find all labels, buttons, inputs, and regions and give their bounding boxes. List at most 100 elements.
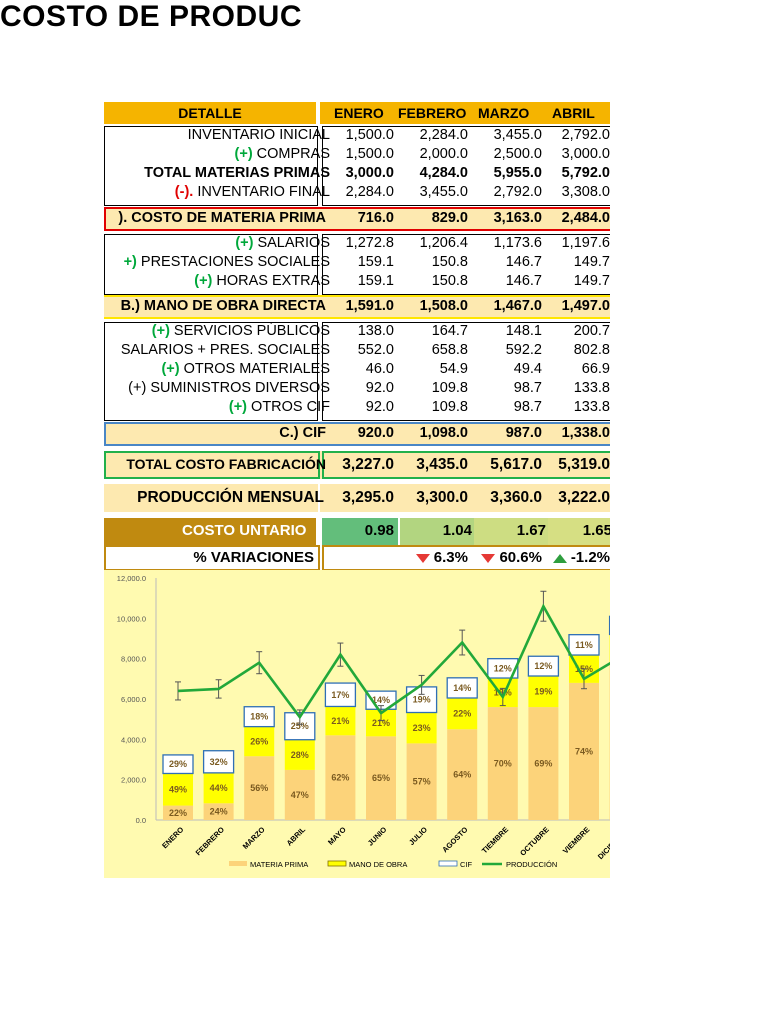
bar-cif: [324, 682, 357, 708]
production-line: [177, 603, 610, 720]
x-tick-label: ENERO: [160, 825, 185, 850]
x-tick-label: JULIO: [407, 825, 429, 847]
label-materia-prima: 64%: [453, 770, 471, 780]
bar-cif: [527, 655, 560, 677]
row-label: (+) SUMINISTROS DIVERSOS: [128, 380, 330, 396]
variaciones-label-cell: % VARIACIONES: [104, 545, 320, 571]
header-month-2: FEBRERO: [398, 105, 467, 121]
row-label: (+) OTROS MATERIALES: [161, 361, 330, 377]
label-cif: 18%: [250, 712, 268, 722]
total-value: 5,319.0: [558, 456, 610, 473]
label-cif: 17%: [331, 690, 349, 700]
label-mano-obra: 49%: [169, 785, 187, 795]
total-value: 716.0: [357, 210, 394, 226]
bar-cif: [446, 677, 478, 699]
row-value: 1,197.6: [561, 235, 610, 251]
bar-cif: [568, 634, 600, 656]
total-value: 2,484.0: [561, 210, 610, 226]
label-materia-prima: 65%: [372, 773, 390, 783]
label-materia-prima: 69%: [534, 759, 552, 769]
total-value: 1,098.0: [419, 425, 468, 441]
bar-cif: [162, 754, 194, 775]
row-value: 138.0: [357, 323, 394, 339]
mano-total-label: B.) MANO DE OBRA DIRECTA: [120, 298, 326, 314]
total-value: 3,295.0: [342, 489, 394, 506]
materia-total-label: ). COSTO DE MATERIA PRIMA: [118, 210, 326, 226]
row-label-text: (+) SUMINISTROS DIVERSOS: [128, 380, 330, 396]
cif-total-border: [104, 422, 610, 446]
row-prefix: (+): [228, 399, 248, 415]
label-mano-obra: 22%: [453, 709, 471, 719]
x-tick-label: VIEMBRE: [561, 825, 592, 856]
row-value: 658.8: [431, 342, 468, 358]
row-value: 3,455.0: [493, 127, 542, 143]
label-materia-prima: 57%: [413, 777, 431, 787]
total-value: 987.0: [505, 425, 542, 441]
row-value: 200.7: [573, 323, 610, 339]
costo-unitario-value: 1.04: [442, 522, 472, 539]
table-row: INVENTARIO INICIAL 1,500.0 2,284.0 3,455.0 2…: [104, 127, 610, 146]
row-label-text: SERVICIOS PÚBLICOS: [169, 323, 330, 339]
variacion-cell: 6.3%: [398, 549, 468, 566]
row-value: 1,206.4: [419, 235, 468, 251]
total-value: 1,591.0: [345, 298, 394, 314]
label-cif: 12%: [494, 663, 512, 673]
table-row: (+) SERVICIOS PÚBLICOS 138.0 164.7 148.1 200…: [104, 323, 610, 342]
label-mano-obra: 44%: [210, 783, 228, 793]
total-fab-label-border: [104, 451, 320, 479]
label-materia-prima: 74%: [575, 746, 593, 756]
row-value: 150.8: [431, 254, 468, 270]
row-value: 109.8: [431, 399, 468, 415]
label-materia-prima: 70%: [494, 759, 512, 769]
label-mano-obra: 23%: [413, 723, 431, 733]
bar-cif: [202, 750, 235, 774]
row-label: (+) OTROS CIF: [229, 399, 330, 415]
bar-materia-prima: [366, 736, 396, 820]
row-label-text: PRESTACIONES SOCIALES: [136, 254, 330, 270]
total-value: 3,163.0: [493, 210, 542, 226]
bar-mano-obra: [203, 772, 234, 804]
variaciones-label: % VARIACIONES: [193, 549, 314, 566]
total-value: 5,617.0: [490, 456, 542, 473]
row-value: 164.7: [431, 323, 468, 339]
y-tick-label: 10,000.0: [117, 614, 146, 623]
produccion-divider: [318, 484, 320, 512]
x-tick-label: JUNIO: [366, 825, 389, 848]
row-label-text: SALARIOS + PRES. SOCIALES: [120, 342, 330, 358]
table-row: (+) SUMINISTROS DIVERSOS 92.0 109.8 98.7 133…: [104, 380, 610, 399]
table-row: +) PRESTACIONES SOCIALES 159.1 150.8 146.7 1…: [104, 254, 610, 273]
bar-mano-obra: [325, 706, 356, 736]
label-mano-obra: 21%: [372, 718, 390, 728]
row-label: (+) SALARIOS: [235, 235, 330, 251]
bar-mano-obra: [528, 676, 559, 708]
y-tick-label: 4,000.0: [121, 735, 146, 744]
total-value: 1,338.0: [561, 425, 610, 441]
table-row: (+) HORAS EXTRAS 159.1 150.8 146.7 149.7: [104, 273, 610, 292]
total-fab-values-border: [322, 451, 610, 479]
y-tick-label: 6,000.0: [121, 695, 146, 704]
label-mano-obra: 28%: [291, 750, 309, 760]
row-label: TOTAL MATERIAS PRIMAS: [144, 165, 330, 181]
label-cif: 32%: [210, 757, 228, 767]
row-label-text: HORAS EXTRAS: [212, 273, 330, 289]
row-value: 133.8: [573, 399, 610, 415]
x-tick-label: DICIEMBRE: [596, 825, 610, 861]
costo-unitario-value: 0.98: [364, 522, 394, 539]
label-cif: 12%: [534, 661, 552, 671]
bar-mano-obra: [284, 739, 315, 770]
total-value: 1,467.0: [493, 298, 542, 314]
row-prefix: (+): [235, 235, 254, 251]
mano-total-band: B.) MANO DE OBRA DIRECTA 1,591.0 1,508.0 1…: [104, 295, 610, 319]
total-value: 3,360.0: [490, 489, 542, 506]
cif-total-label: C.) CIF: [279, 425, 326, 441]
row-value: 1,272.8: [345, 235, 394, 251]
label-cif: 25%: [291, 721, 309, 731]
label-materia-prima: 47%: [291, 790, 309, 800]
row-value: 1,500.0: [345, 146, 394, 162]
row-value: 46.0: [365, 361, 394, 377]
materia-total-band: ). COSTO DE MATERIA PRIMA 716.0 829.0 3,16…: [104, 207, 610, 231]
variacion-cell: -1.2%: [540, 549, 610, 566]
row-value: 146.7: [505, 273, 542, 289]
table-row: (-). INVENTARIO FINAL 2,284.0 3,455.0 2,792…: [104, 184, 610, 203]
row-value: 2,500.0: [493, 146, 542, 162]
